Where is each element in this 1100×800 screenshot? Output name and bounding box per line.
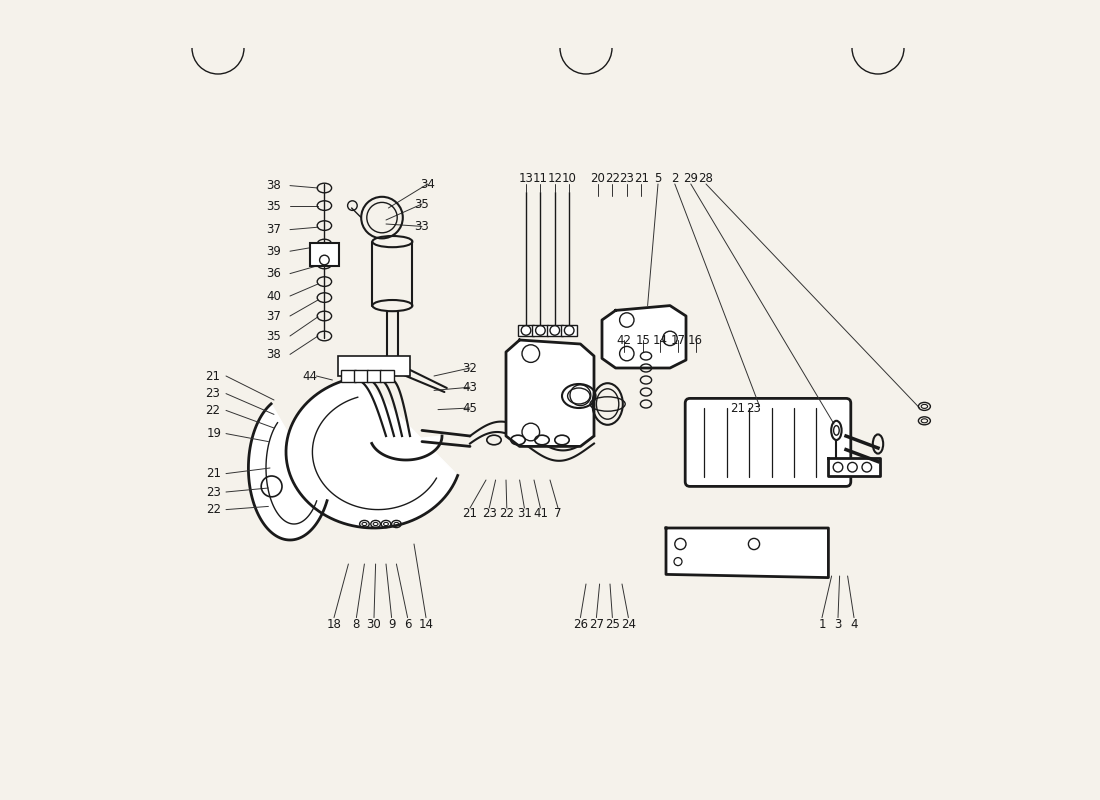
- Text: 21: 21: [207, 467, 221, 480]
- Text: 6: 6: [404, 618, 411, 630]
- Text: 21: 21: [730, 402, 746, 414]
- Text: 10: 10: [562, 172, 576, 185]
- Text: 28: 28: [698, 172, 714, 185]
- Polygon shape: [828, 458, 880, 476]
- Text: 14: 14: [418, 618, 433, 630]
- Text: 19: 19: [207, 427, 221, 440]
- Polygon shape: [249, 404, 327, 540]
- Bar: [366, 370, 382, 382]
- Text: 32: 32: [463, 362, 477, 374]
- Text: 3: 3: [834, 618, 842, 630]
- Bar: [338, 356, 410, 376]
- Text: 30: 30: [366, 618, 382, 630]
- Text: 25: 25: [605, 618, 619, 630]
- Polygon shape: [666, 528, 828, 578]
- Text: 40: 40: [266, 290, 282, 302]
- Text: 34: 34: [420, 178, 434, 190]
- Text: 1: 1: [818, 618, 826, 630]
- Text: 37: 37: [266, 310, 282, 322]
- Text: 9: 9: [388, 618, 395, 630]
- Text: 18: 18: [327, 618, 341, 630]
- Text: 35: 35: [415, 198, 429, 210]
- Text: 12: 12: [548, 172, 562, 185]
- Text: 38: 38: [266, 348, 282, 361]
- Bar: [561, 325, 578, 336]
- Text: 11: 11: [532, 172, 548, 185]
- Text: 24: 24: [620, 618, 636, 630]
- Text: 37: 37: [266, 223, 282, 236]
- Polygon shape: [602, 306, 686, 368]
- Text: 7: 7: [554, 507, 562, 520]
- Text: 44: 44: [302, 370, 318, 382]
- Text: 15: 15: [636, 334, 650, 346]
- Text: 20: 20: [591, 172, 605, 185]
- FancyBboxPatch shape: [685, 398, 850, 486]
- Text: 23: 23: [207, 486, 221, 498]
- Text: 13: 13: [518, 172, 534, 185]
- Text: 16: 16: [689, 334, 703, 346]
- Text: 23: 23: [619, 172, 635, 185]
- Text: 39: 39: [266, 245, 282, 258]
- Text: 41: 41: [532, 507, 548, 520]
- Text: 22: 22: [605, 172, 620, 185]
- Text: 14: 14: [653, 334, 668, 346]
- Polygon shape: [286, 377, 458, 528]
- Text: 27: 27: [588, 618, 604, 630]
- Text: 17: 17: [671, 334, 685, 346]
- Bar: [518, 325, 534, 336]
- Bar: [341, 370, 355, 382]
- Text: 22: 22: [499, 507, 515, 520]
- Text: 22: 22: [205, 404, 220, 417]
- Text: 2: 2: [671, 172, 679, 185]
- Text: 45: 45: [463, 402, 477, 414]
- Text: 23: 23: [747, 402, 761, 414]
- Text: 4: 4: [850, 618, 858, 630]
- Text: 23: 23: [205, 387, 220, 400]
- Text: 31: 31: [517, 507, 531, 520]
- Text: 29: 29: [683, 172, 698, 185]
- Bar: [547, 325, 563, 336]
- Text: 36: 36: [266, 267, 282, 280]
- Text: 42: 42: [616, 334, 631, 346]
- Text: 21: 21: [462, 507, 477, 520]
- Bar: [532, 325, 549, 336]
- Text: 35: 35: [266, 200, 282, 213]
- Text: 21: 21: [205, 370, 220, 382]
- Text: 26: 26: [573, 618, 587, 630]
- Text: 21: 21: [634, 172, 649, 185]
- FancyBboxPatch shape: [310, 243, 339, 266]
- Text: 38: 38: [266, 179, 282, 192]
- Text: 23: 23: [482, 507, 496, 520]
- Bar: [379, 370, 394, 382]
- Text: 35: 35: [266, 330, 282, 342]
- Bar: [354, 370, 368, 382]
- Polygon shape: [506, 340, 594, 446]
- Text: 43: 43: [463, 381, 477, 394]
- Text: 33: 33: [415, 220, 429, 233]
- Text: 5: 5: [654, 172, 662, 185]
- Text: 8: 8: [353, 618, 360, 630]
- Text: 22: 22: [207, 503, 221, 516]
- Polygon shape: [372, 436, 442, 460]
